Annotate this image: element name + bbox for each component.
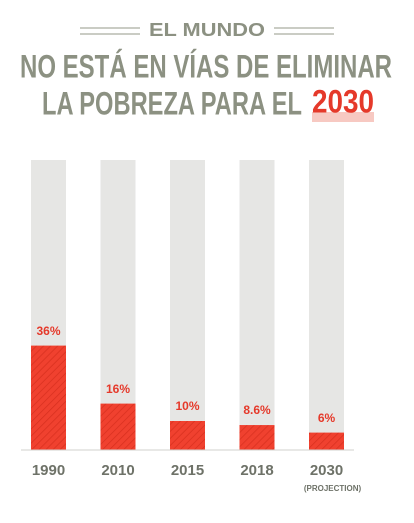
- value-label: 6%: [318, 411, 336, 425]
- bar-track: [170, 160, 205, 450]
- bar: [239, 425, 275, 450]
- highlight-underline: [312, 112, 374, 122]
- bar-track: [100, 160, 136, 450]
- bar-track: [239, 160, 275, 450]
- chart-title: NO ESTÁ EN VÍAS DE ELIMINAR: [20, 48, 392, 84]
- value-label: 36%: [36, 324, 60, 338]
- bar: [100, 403, 136, 450]
- chart-title-highlight: 2030: [312, 83, 374, 119]
- kicker: EL MUNDO: [149, 20, 265, 40]
- chart-title: LA POBREZA PARA EL: [42, 85, 302, 121]
- value-label: 16%: [106, 382, 130, 396]
- x-tick-label: 2018: [240, 462, 273, 479]
- x-tick-note: (PROJECTION): [304, 484, 362, 493]
- bar: [31, 345, 66, 450]
- bar-track: [309, 160, 344, 450]
- x-tick-label: 2010: [101, 462, 134, 479]
- value-label: 10%: [175, 399, 199, 413]
- bar: [309, 432, 344, 450]
- x-tick-label: 2030: [310, 462, 343, 479]
- value-label: 8.6%: [243, 403, 271, 417]
- bar: [170, 421, 205, 450]
- x-tick-label: 2015: [171, 462, 204, 479]
- x-tick-label: 1990: [32, 462, 65, 479]
